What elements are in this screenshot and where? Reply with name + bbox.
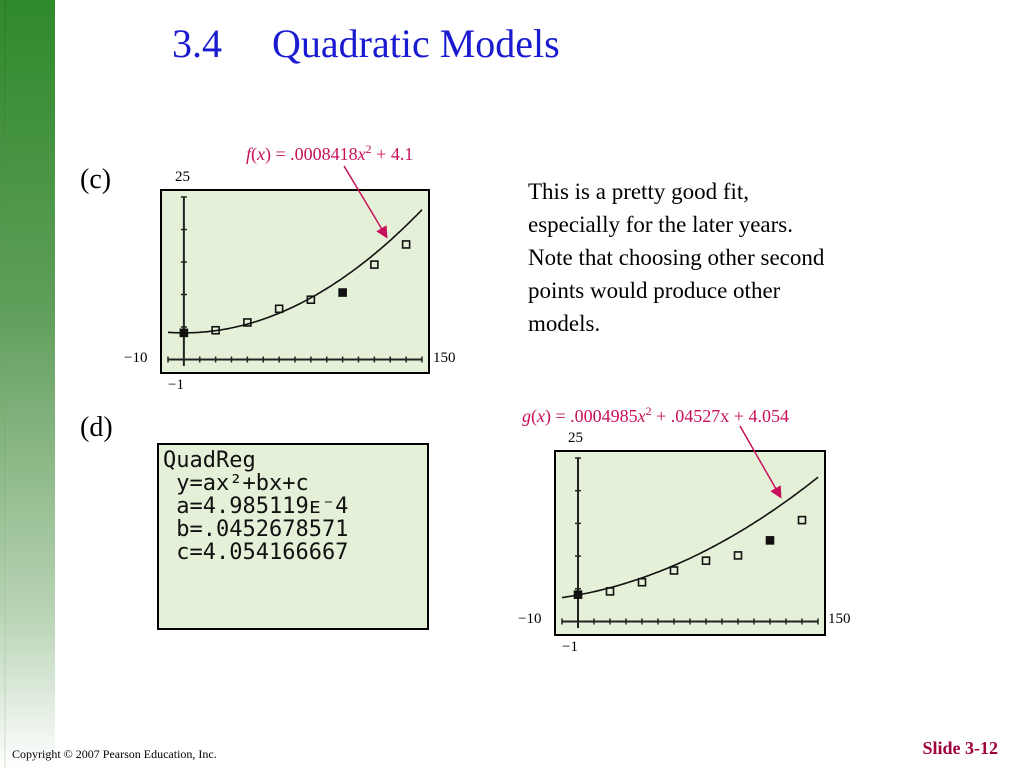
slide-number: Slide 3-12 [922, 738, 998, 758]
plot-c-ymin-label: −1 [168, 377, 184, 393]
formula-g: g(x) = .0004985x2 + .04527x + 4.054 [522, 404, 789, 426]
formula-g-coef: .0004985 [570, 406, 638, 426]
plot-c-data-point-7 [401, 240, 411, 249]
calc-line-a: a=4.985119ᴇ⁻4 [163, 494, 349, 519]
plot-e-data-point-3 [669, 566, 679, 575]
side-decoration-line [4, 0, 6, 768]
formula-f-var: x [257, 144, 266, 164]
formula-f: f(x) = .0008418x2 + 4.1 [246, 142, 414, 164]
formula-f-var2: x [357, 144, 366, 164]
plot-c-data-point-3 [274, 304, 284, 314]
calculator-screen: QuadReg y=ax²+bx+c a=4.985119ᴇ⁻4 b=.0452… [157, 443, 429, 630]
plot-e-ymax-label: 25 [568, 430, 583, 446]
side-decoration-band [0, 0, 55, 768]
formula-g-var2: x [637, 406, 646, 426]
formula-f-fn: f [246, 144, 252, 164]
plot-e-ymin-label: −1 [562, 639, 578, 655]
plot-c [167, 196, 423, 366]
formula-f-rest: + 4.1 [376, 144, 414, 164]
formula-g-rest: + .04527x + 4.054 [656, 406, 789, 426]
formula-f-coef: .0008418 [290, 144, 358, 164]
plot-c-data-point-5 [338, 288, 347, 297]
plot-c-xmin-label: −10 [124, 350, 148, 366]
calc-line-title: QuadReg [163, 448, 256, 473]
footer-copyright: Copyright © 2007 Pearson Education, Inc. [12, 747, 217, 761]
panel-d-label: (d) [80, 412, 113, 443]
plot-c-fit-curve [167, 209, 423, 334]
plot-e-data-point-0 [573, 590, 583, 599]
calc-line-equation: y=ax²+bx+c [163, 471, 309, 496]
plot-e-data-point-1 [605, 587, 615, 596]
formula-g-fn: g [522, 406, 531, 426]
arrow-f [343, 165, 388, 239]
arrow-g [739, 425, 782, 499]
plot-c-ymax-label: 25 [175, 169, 190, 185]
plot-c-data-point-1 [211, 325, 220, 335]
plot-e-data-point-4 [701, 556, 711, 565]
plot-c-data-point-0 [179, 328, 189, 338]
plot-e-data-point-5 [733, 551, 743, 560]
plot-e-xmin-label: −10 [518, 611, 542, 627]
slide-title: 3.4 Quadratic Models [172, 21, 560, 66]
plot-c-data-point-2 [243, 318, 252, 327]
calc-line-b: b=.0452678571 [163, 517, 349, 542]
formula-g-exp: 2 [645, 404, 652, 418]
graph-screen-e [554, 450, 826, 636]
formula-g-var: x [537, 406, 545, 426]
plot-e-fit-curve [561, 476, 819, 599]
panel-c-label: (c) [80, 164, 112, 195]
explanation-text: This is a pretty good fit, especially fo… [528, 179, 825, 336]
plot-e-data-point-2 [637, 577, 647, 587]
formula-f-exp: 2 [365, 142, 372, 156]
plot-c-xmax-label: 150 [433, 350, 456, 366]
calc-line-c: c=4.054166667 [163, 540, 349, 565]
plot-c-data-point-6 [370, 260, 379, 269]
plot-e [561, 457, 819, 628]
plot-e-data-point-6 [765, 536, 775, 545]
plot-e-xmax-label: 150 [828, 611, 851, 627]
plot-e-data-point-7 [797, 515, 807, 525]
graph-screen-c [160, 189, 430, 374]
plot-c-data-point-4 [306, 295, 316, 304]
